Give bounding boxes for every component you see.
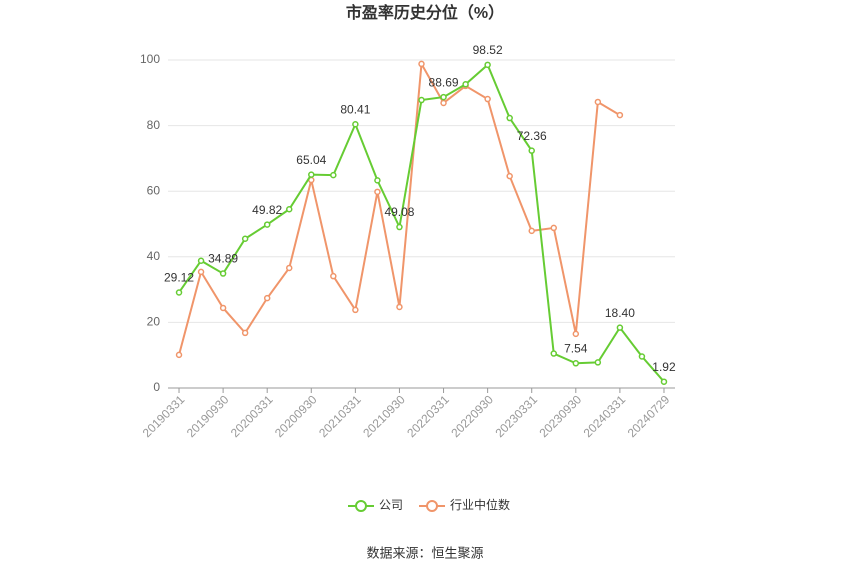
- data-label: 49.82: [252, 203, 282, 217]
- point: [352, 121, 359, 128]
- point: [330, 171, 337, 179]
- x-tick-label: 20220331: [404, 392, 452, 440]
- data-label: 80.41: [340, 102, 370, 116]
- point: [506, 114, 513, 122]
- point: [396, 303, 403, 311]
- point: [418, 96, 425, 104]
- y-tick-label: 20: [147, 315, 161, 329]
- point: [219, 270, 227, 277]
- y-tick-label: 100: [140, 52, 160, 66]
- point: [418, 60, 425, 68]
- data-label: 18.40: [605, 306, 635, 320]
- data-label: 49.08: [384, 205, 414, 219]
- point: [594, 359, 602, 366]
- point: [219, 304, 227, 312]
- data-label: 98.52: [473, 43, 503, 57]
- point: [175, 289, 183, 296]
- x-tick-label: 20220930: [448, 392, 496, 440]
- point: [374, 188, 381, 196]
- point: [285, 205, 293, 213]
- point: [572, 330, 580, 338]
- x-tick-label: 20230930: [537, 392, 585, 440]
- data-label: 1.92: [652, 360, 676, 374]
- x-tick-label: 20210331: [316, 392, 364, 440]
- point: [462, 81, 469, 88]
- point: [197, 268, 205, 276]
- point: [241, 329, 249, 337]
- chart-title: 市盈率历史分位（%）: [346, 3, 504, 22]
- point: [396, 223, 403, 231]
- point: [330, 272, 337, 280]
- point: [638, 353, 646, 360]
- point: [528, 147, 535, 154]
- legend-marker: [426, 500, 439, 512]
- series-line: [178, 63, 665, 383]
- point: [616, 324, 624, 331]
- data-label: 34.89: [208, 252, 238, 266]
- data-label: 29.12: [164, 271, 194, 285]
- point: [285, 264, 293, 272]
- point: [506, 172, 513, 180]
- y-tick-label: 40: [147, 249, 161, 263]
- legend-label: 公司: [379, 498, 403, 512]
- x-tick-label: 20230331: [492, 392, 540, 440]
- data-label: 7.54: [564, 341, 588, 355]
- point: [484, 95, 491, 103]
- point: [594, 98, 602, 106]
- x-tick-label: 20200331: [228, 392, 276, 440]
- x-tick-label: 20190331: [140, 392, 188, 440]
- point: [440, 99, 447, 107]
- point: [550, 350, 558, 357]
- point: [308, 171, 315, 178]
- x-tick-label: 20200930: [272, 392, 320, 440]
- legend-label: 行业中位数: [450, 497, 510, 512]
- source-note: 数据来源：恒生聚源: [366, 545, 483, 560]
- point: [440, 93, 447, 101]
- y-tick-label: 0: [153, 380, 160, 394]
- legend-marker: [355, 500, 367, 512]
- point: [352, 306, 359, 314]
- point: [484, 61, 491, 69]
- point: [374, 177, 381, 184]
- point: [550, 224, 558, 232]
- data-label: 72.36: [517, 129, 547, 143]
- x-tick-label: 20240331: [581, 392, 629, 440]
- point: [241, 235, 249, 243]
- point: [263, 294, 271, 302]
- x-tick-label: 20240729: [625, 392, 673, 440]
- point: [528, 227, 535, 235]
- point: [660, 378, 668, 385]
- point: [572, 360, 580, 367]
- data-label: 65.04: [296, 153, 326, 167]
- y-tick-label: 60: [147, 183, 161, 197]
- point: [197, 257, 205, 264]
- y-tick-label: 80: [147, 118, 161, 132]
- data-label: 88.69: [429, 75, 459, 89]
- point: [616, 111, 624, 119]
- point: [263, 221, 271, 228]
- point: [175, 351, 183, 359]
- x-tick-label: 20210930: [360, 392, 408, 440]
- x-tick-label: 20190930: [184, 392, 232, 440]
